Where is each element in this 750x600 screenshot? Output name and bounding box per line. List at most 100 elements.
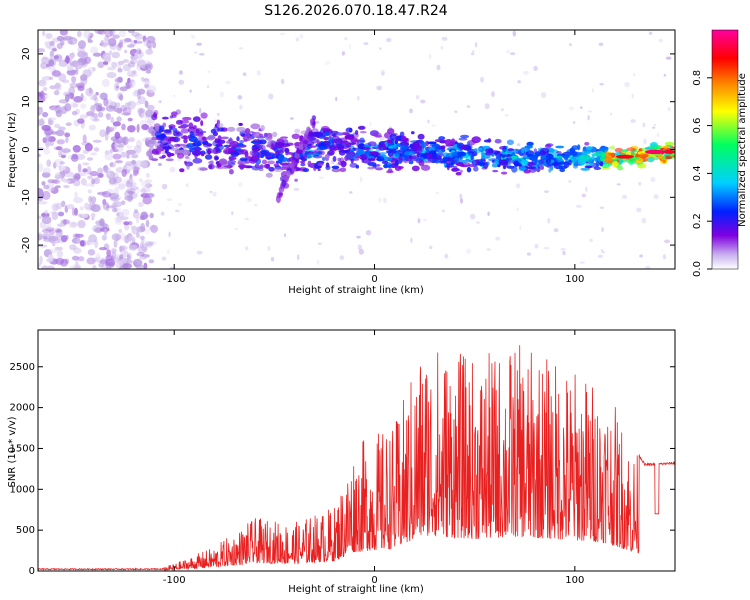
heatmap-cell bbox=[65, 136, 69, 144]
heatmap-cell bbox=[275, 150, 281, 155]
heatmap-cell bbox=[300, 162, 306, 167]
heatmap-cell bbox=[230, 150, 237, 155]
heatmap-cell bbox=[38, 79, 47, 87]
heatmap-cell bbox=[49, 85, 57, 90]
heatmap-cell bbox=[429, 245, 433, 250]
heatmap-cell bbox=[471, 136, 481, 144]
heatmap-cell bbox=[259, 133, 264, 137]
heatmap-cell bbox=[375, 167, 383, 171]
heatmap-cell bbox=[274, 142, 285, 149]
heatmap-cell bbox=[119, 245, 123, 253]
heatmap-cell bbox=[237, 95, 243, 100]
heatmap-cell bbox=[186, 183, 189, 188]
heatmap-cell bbox=[178, 79, 185, 85]
heatmap-cell bbox=[325, 60, 331, 65]
heatmap-cell bbox=[93, 177, 100, 185]
heatmap-cell bbox=[73, 173, 81, 181]
heatmap-cell bbox=[377, 144, 387, 151]
heatmap-cell bbox=[220, 136, 229, 140]
heatmap-cell bbox=[73, 247, 82, 254]
heatmap-cell bbox=[244, 217, 249, 221]
heatmap-cell bbox=[378, 152, 387, 155]
heatmap-cell bbox=[294, 153, 300, 159]
heatmap-cell bbox=[60, 106, 68, 115]
heatmap-cell bbox=[355, 164, 359, 169]
heatmap-cell bbox=[140, 193, 150, 198]
heatmap-cell bbox=[588, 158, 594, 163]
heatmap-cell bbox=[136, 139, 142, 149]
y-tick-label: 1500 bbox=[10, 443, 35, 454]
heatmap-cell bbox=[242, 72, 247, 76]
heatmap-cell bbox=[87, 249, 96, 256]
heatmap-cell bbox=[207, 85, 210, 89]
heatmap-cell bbox=[400, 135, 407, 141]
heatmap-cell bbox=[278, 186, 282, 193]
heatmap-cell bbox=[192, 158, 203, 164]
heatmap-cell bbox=[450, 161, 454, 165]
heatmap-cell bbox=[117, 196, 122, 200]
heatmap-cell bbox=[358, 248, 364, 255]
heatmap-cell bbox=[192, 146, 202, 152]
heatmap-cell bbox=[283, 233, 287, 238]
heatmap-cell bbox=[149, 212, 154, 219]
heatmap-cell bbox=[217, 123, 224, 128]
heatmap-cell bbox=[194, 140, 201, 147]
heatmap-cell bbox=[358, 143, 366, 150]
heatmap-cell bbox=[621, 149, 629, 152]
heatmap-cell bbox=[124, 49, 128, 54]
heatmap-cell bbox=[494, 158, 500, 165]
heatmap-cell bbox=[131, 153, 139, 159]
heatmap-cell bbox=[160, 133, 166, 139]
spectrogram-marks bbox=[38, 30, 675, 269]
heatmap-cell bbox=[470, 154, 474, 161]
heatmap-cell bbox=[73, 179, 81, 187]
heatmap-cell bbox=[587, 148, 592, 155]
heatmap-cell bbox=[359, 131, 367, 134]
heatmap-cell bbox=[547, 218, 551, 224]
heatmap-cell bbox=[146, 242, 153, 248]
heatmap-cell bbox=[126, 145, 133, 149]
heatmap-cell bbox=[615, 154, 634, 159]
heatmap-cell bbox=[516, 207, 519, 211]
heatmap-cell bbox=[294, 178, 298, 182]
heatmap-cell bbox=[343, 132, 351, 136]
heatmap-cell bbox=[387, 128, 395, 135]
heatmap-cell bbox=[76, 30, 82, 38]
heatmap-cell bbox=[124, 190, 134, 199]
heatmap-cell bbox=[585, 186, 588, 192]
heatmap-cell bbox=[79, 240, 85, 247]
heatmap-cell bbox=[572, 121, 576, 124]
snr-series-line bbox=[38, 345, 675, 571]
heatmap-cell bbox=[461, 159, 471, 163]
heatmap-cell bbox=[238, 182, 243, 188]
heatmap-cell bbox=[266, 160, 275, 165]
heatmap-cell bbox=[379, 47, 382, 50]
heatmap-cell bbox=[137, 91, 141, 100]
heatmap-cell bbox=[494, 138, 502, 144]
heatmap-cell bbox=[331, 165, 340, 169]
heatmap-cell bbox=[41, 190, 51, 200]
heatmap-cell bbox=[330, 130, 339, 134]
heatmap-cell bbox=[124, 102, 132, 107]
heatmap-cell bbox=[280, 187, 285, 192]
heatmap-cell bbox=[621, 194, 628, 199]
heatmap-cell bbox=[135, 217, 140, 224]
heatmap-cell bbox=[134, 160, 145, 168]
heatmap-cell bbox=[77, 256, 85, 262]
heatmap-cell bbox=[545, 154, 554, 160]
heatmap-cell bbox=[117, 76, 123, 83]
heatmap-cell bbox=[533, 65, 538, 71]
heatmap-cell bbox=[214, 119, 218, 123]
heatmap-cell bbox=[480, 76, 485, 83]
heatmap-cell bbox=[160, 211, 165, 216]
heatmap-cell bbox=[451, 167, 459, 172]
heatmap-cell bbox=[280, 136, 289, 139]
heatmap-cell bbox=[291, 161, 295, 168]
heatmap-cell bbox=[84, 143, 93, 152]
heatmap-cell bbox=[656, 133, 660, 137]
heatmap-cell bbox=[528, 155, 538, 161]
heatmap-cell bbox=[492, 169, 499, 173]
heatmap-cell bbox=[363, 42, 369, 46]
heatmap-cell bbox=[200, 112, 208, 119]
heatmap-cell bbox=[359, 176, 363, 183]
